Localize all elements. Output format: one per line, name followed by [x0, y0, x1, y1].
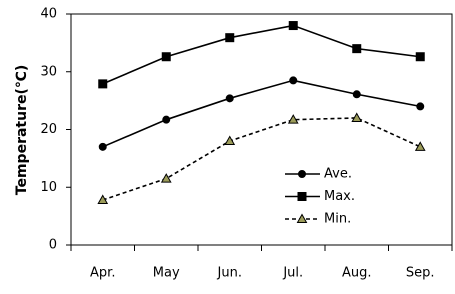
marker	[297, 192, 307, 201]
marker	[288, 21, 298, 31]
marker	[225, 94, 234, 103]
y-tick-label: 20	[40, 122, 57, 137]
series-line	[102, 79, 421, 148]
marker	[225, 33, 235, 43]
x-tick-label: Jun.	[217, 266, 242, 281]
marker	[98, 79, 108, 89]
marker	[415, 52, 425, 62]
y-tick-label: 10	[40, 180, 57, 195]
series-line	[102, 24, 421, 85]
marker	[224, 135, 236, 146]
y-tick-label: 30	[40, 64, 57, 79]
x-tick-label: May	[153, 266, 180, 281]
y-tick-label: 0	[49, 238, 57, 253]
marker	[298, 170, 306, 178]
marker	[289, 76, 298, 85]
legend-label: Ave.	[324, 167, 352, 182]
marker	[97, 194, 109, 204]
y-axis-label: Temperature(℃)	[14, 65, 30, 195]
marker	[98, 142, 107, 151]
series-line	[102, 117, 421, 201]
x-tick-label: Sep.	[406, 266, 435, 281]
marker	[287, 114, 299, 124]
y-tick-label: 40	[40, 7, 57, 22]
marker	[352, 90, 361, 99]
x-tick-label: Jul.	[282, 266, 303, 281]
legend-label: Max.	[324, 189, 355, 204]
legend-label: Min.	[324, 212, 351, 227]
x-tick-label: Apr.	[90, 266, 115, 281]
marker	[414, 141, 426, 151]
marker	[352, 44, 362, 54]
plot-frame	[70, 13, 453, 246]
x-tick-label: Aug.	[342, 266, 372, 281]
marker	[162, 115, 171, 124]
marker	[160, 173, 172, 183]
marker	[161, 52, 171, 62]
marker	[351, 112, 363, 122]
marker	[296, 213, 308, 223]
marker	[416, 102, 425, 111]
